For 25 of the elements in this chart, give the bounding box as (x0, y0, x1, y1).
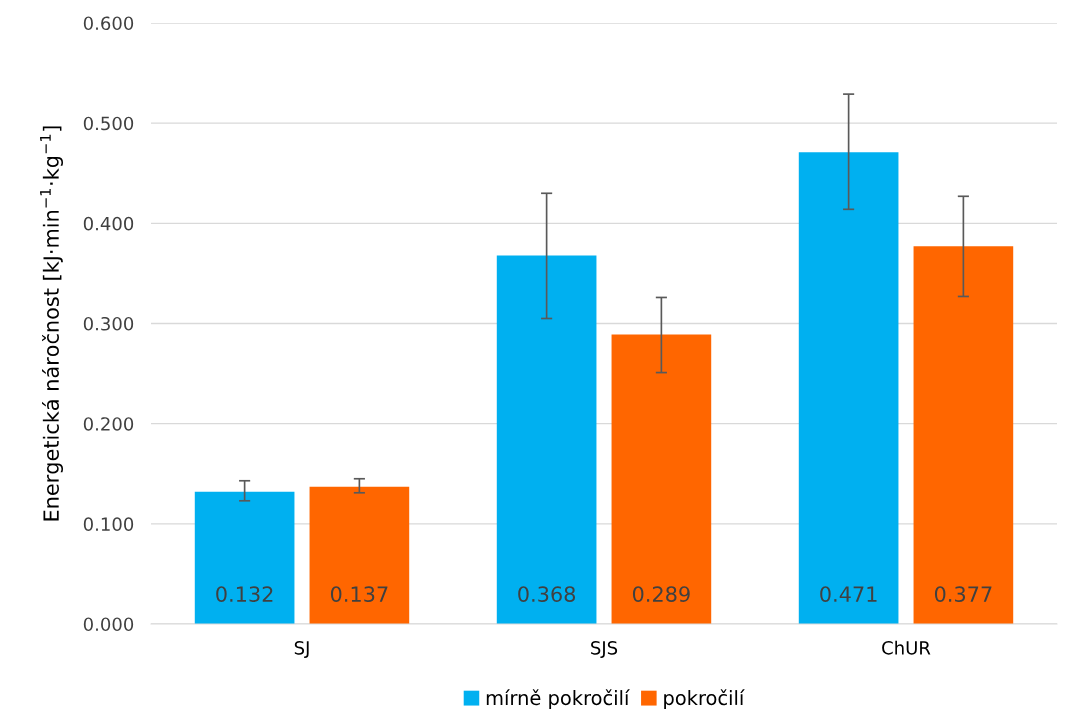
y-tick-label: 0.600 (83, 16, 134, 31)
data-label: 0.137 (330, 586, 388, 602)
data-label: 0.471 (820, 586, 877, 602)
bar (798, 152, 899, 624)
y-axis-title: Energetická náročnost [kJ·min$^{−1}$·kg$^{−1}$] (40, 126, 64, 521)
y-tick-label: 0.200 (83, 417, 134, 431)
x-tick-label: SJS (591, 640, 618, 658)
bar (309, 486, 410, 624)
data-label: 0.377 (934, 586, 992, 602)
data-label: 0.368 (518, 586, 576, 602)
bar (496, 255, 597, 624)
y-tick-label: 0.400 (83, 216, 134, 231)
x-tick-label: ChUR (882, 640, 931, 655)
bar (913, 246, 1014, 624)
y-tick-label: 0.100 (83, 517, 134, 531)
x-tick-label: SJ (294, 640, 309, 658)
legend-label: mírně pokročilí (486, 689, 630, 709)
bar (611, 334, 712, 624)
bar (194, 491, 295, 624)
data-label: 0.132 (216, 586, 273, 602)
y-tick-label: 0.000 (83, 617, 134, 632)
data-label: 0.289 (632, 586, 690, 602)
y-tick-label: 0.500 (83, 116, 134, 131)
y-tick-label: 0.300 (83, 316, 134, 331)
legend-label: pokročilí (664, 689, 745, 709)
